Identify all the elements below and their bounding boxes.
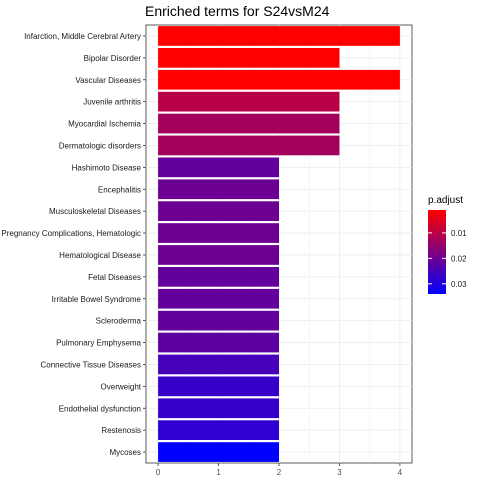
bar <box>158 91 340 112</box>
chart-title: Enriched terms for S24vsM24 <box>145 3 330 19</box>
x-axis-ticks: 0 1 2 3 4 <box>156 463 403 477</box>
category-label: Bipolar Disorder <box>84 54 142 63</box>
category-label: Dermatologic disorders <box>59 141 141 150</box>
color-legend: p.adjust 0.01 0.02 0.03 <box>428 195 467 294</box>
bar <box>158 26 400 46</box>
legend-title: p.adjust <box>428 195 463 206</box>
bar <box>158 113 340 134</box>
bar <box>158 354 279 375</box>
bar <box>158 179 279 200</box>
legend-tick-label: 0.02 <box>451 254 467 263</box>
category-label: Myocardial Ischemia <box>68 120 141 129</box>
bar <box>158 398 279 419</box>
x-tick-label: 1 <box>216 468 221 477</box>
category-label: Hematological Disease <box>59 251 141 260</box>
category-label: Infarction, Middle Cerebral Artery <box>24 32 141 41</box>
x-tick-label: 4 <box>398 468 403 477</box>
legend-colorbar <box>428 210 446 294</box>
bar <box>158 310 279 331</box>
bar <box>158 245 279 265</box>
category-label: Musculoskeletal Diseases <box>49 207 141 216</box>
x-tick-label: 0 <box>156 468 161 477</box>
category-label: Irritable Bowel Syndrome <box>52 295 142 304</box>
category-label: Overweight <box>101 382 142 391</box>
category-label: Pulmonary Emphysema <box>56 339 141 348</box>
bar <box>158 442 279 462</box>
bar <box>158 420 279 441</box>
category-label: Scleroderma <box>96 317 142 326</box>
legend-ticks: 0.01 0.02 0.03 <box>428 229 467 289</box>
category-label: Endothelial dysfunction <box>59 404 141 413</box>
bar <box>158 201 279 222</box>
legend-tick-label: 0.01 <box>451 229 467 238</box>
x-tick-label: 3 <box>337 468 342 477</box>
bar <box>158 157 279 178</box>
bar <box>158 376 279 397</box>
legend-tick-label: 0.03 <box>451 280 467 289</box>
category-label: Hashimoto Disease <box>72 163 142 172</box>
bar <box>158 135 340 156</box>
category-label: Mycoses <box>109 448 141 457</box>
category-label: Fetal Diseases <box>88 273 141 282</box>
bar <box>158 332 279 353</box>
category-label: Encephalitis <box>98 185 141 194</box>
bar <box>158 223 279 243</box>
category-labels: Infarction, Middle Cerebral Artery Bipola… <box>1 32 146 457</box>
category-label: Connective Tissue Diseases <box>41 360 142 369</box>
bar <box>158 69 400 90</box>
category-label: Pregnancy Complications, Hematologic <box>1 229 141 238</box>
bar <box>158 266 279 287</box>
bar <box>158 47 340 68</box>
category-label: Restenosis <box>101 426 141 435</box>
category-label: Juvenile arthritis <box>83 98 141 107</box>
bars <box>158 26 400 462</box>
x-tick-label: 2 <box>277 468 282 477</box>
bar <box>158 288 279 309</box>
category-label: Vascular Diseases <box>75 76 141 85</box>
